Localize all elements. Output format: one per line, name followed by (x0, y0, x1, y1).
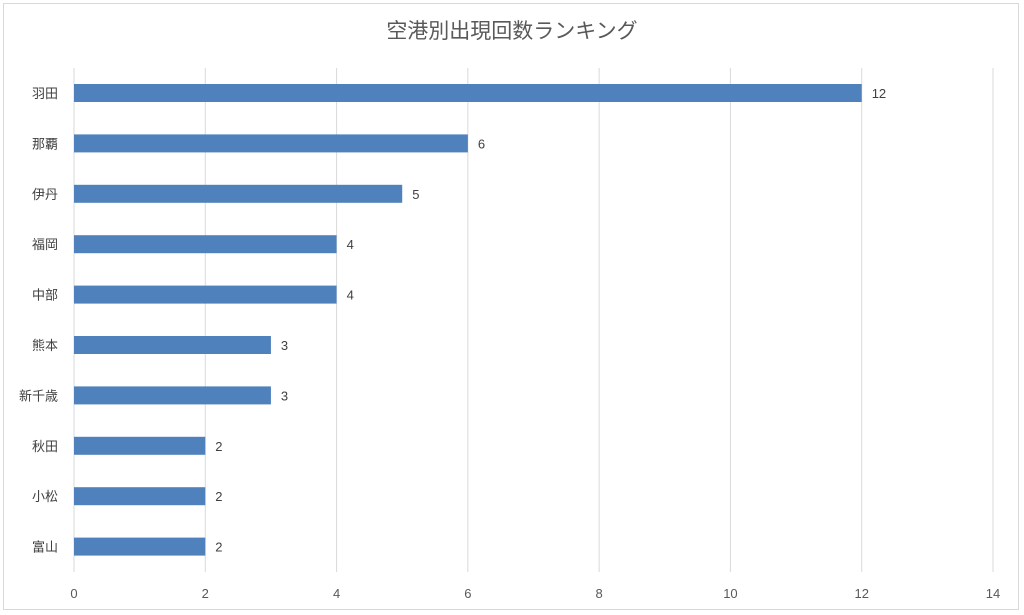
data-label: 4 (347, 237, 354, 252)
category-label: 富山 (32, 540, 58, 556)
data-labels: 12 6 5 4 4 3 3 2 2 2 (215, 86, 886, 555)
x-tick-labels: 0 2 4 6 8 10 12 14 (70, 586, 1000, 601)
x-tick-label: 8 (596, 586, 603, 601)
category-label: 福岡 (32, 238, 58, 253)
data-label: 2 (215, 439, 222, 454)
category-label: 伊丹 (32, 188, 58, 203)
data-label: 3 (281, 338, 288, 353)
bars (74, 84, 862, 556)
bar (74, 537, 206, 556)
bar (74, 386, 271, 405)
bar (74, 487, 206, 506)
category-label: 秋田 (32, 440, 58, 455)
category-label: 羽田 (32, 87, 58, 102)
data-label: 5 (412, 187, 419, 202)
data-label: 2 (215, 540, 222, 555)
x-tick-label: 14 (986, 586, 1000, 601)
chart-title: 空港別出現回数ランキング (386, 19, 637, 43)
data-label: 12 (872, 86, 886, 101)
x-tick-label: 10 (723, 586, 737, 601)
chart-frame (3, 3, 1019, 610)
data-label: 4 (347, 288, 354, 303)
x-tick-label: 12 (854, 586, 868, 601)
bar (74, 84, 862, 102)
x-tick-label: 0 (70, 586, 77, 601)
category-label: 小松 (32, 490, 58, 505)
category-label: 新千歳 (19, 388, 58, 404)
x-tick-label: 4 (333, 586, 340, 601)
bar (74, 436, 206, 455)
x-tick-label: 6 (464, 586, 471, 601)
x-tick-label: 2 (202, 586, 209, 601)
data-label: 6 (478, 136, 485, 151)
bar (74, 184, 403, 203)
data-label: 2 (215, 489, 222, 504)
category-label: 中部 (32, 289, 58, 304)
category-label: 熊本 (32, 338, 58, 354)
data-label: 3 (281, 388, 288, 403)
bar (74, 235, 337, 254)
category-label: 那覇 (32, 137, 58, 152)
bar (74, 285, 337, 304)
bar (74, 336, 271, 354)
bar (74, 134, 468, 153)
